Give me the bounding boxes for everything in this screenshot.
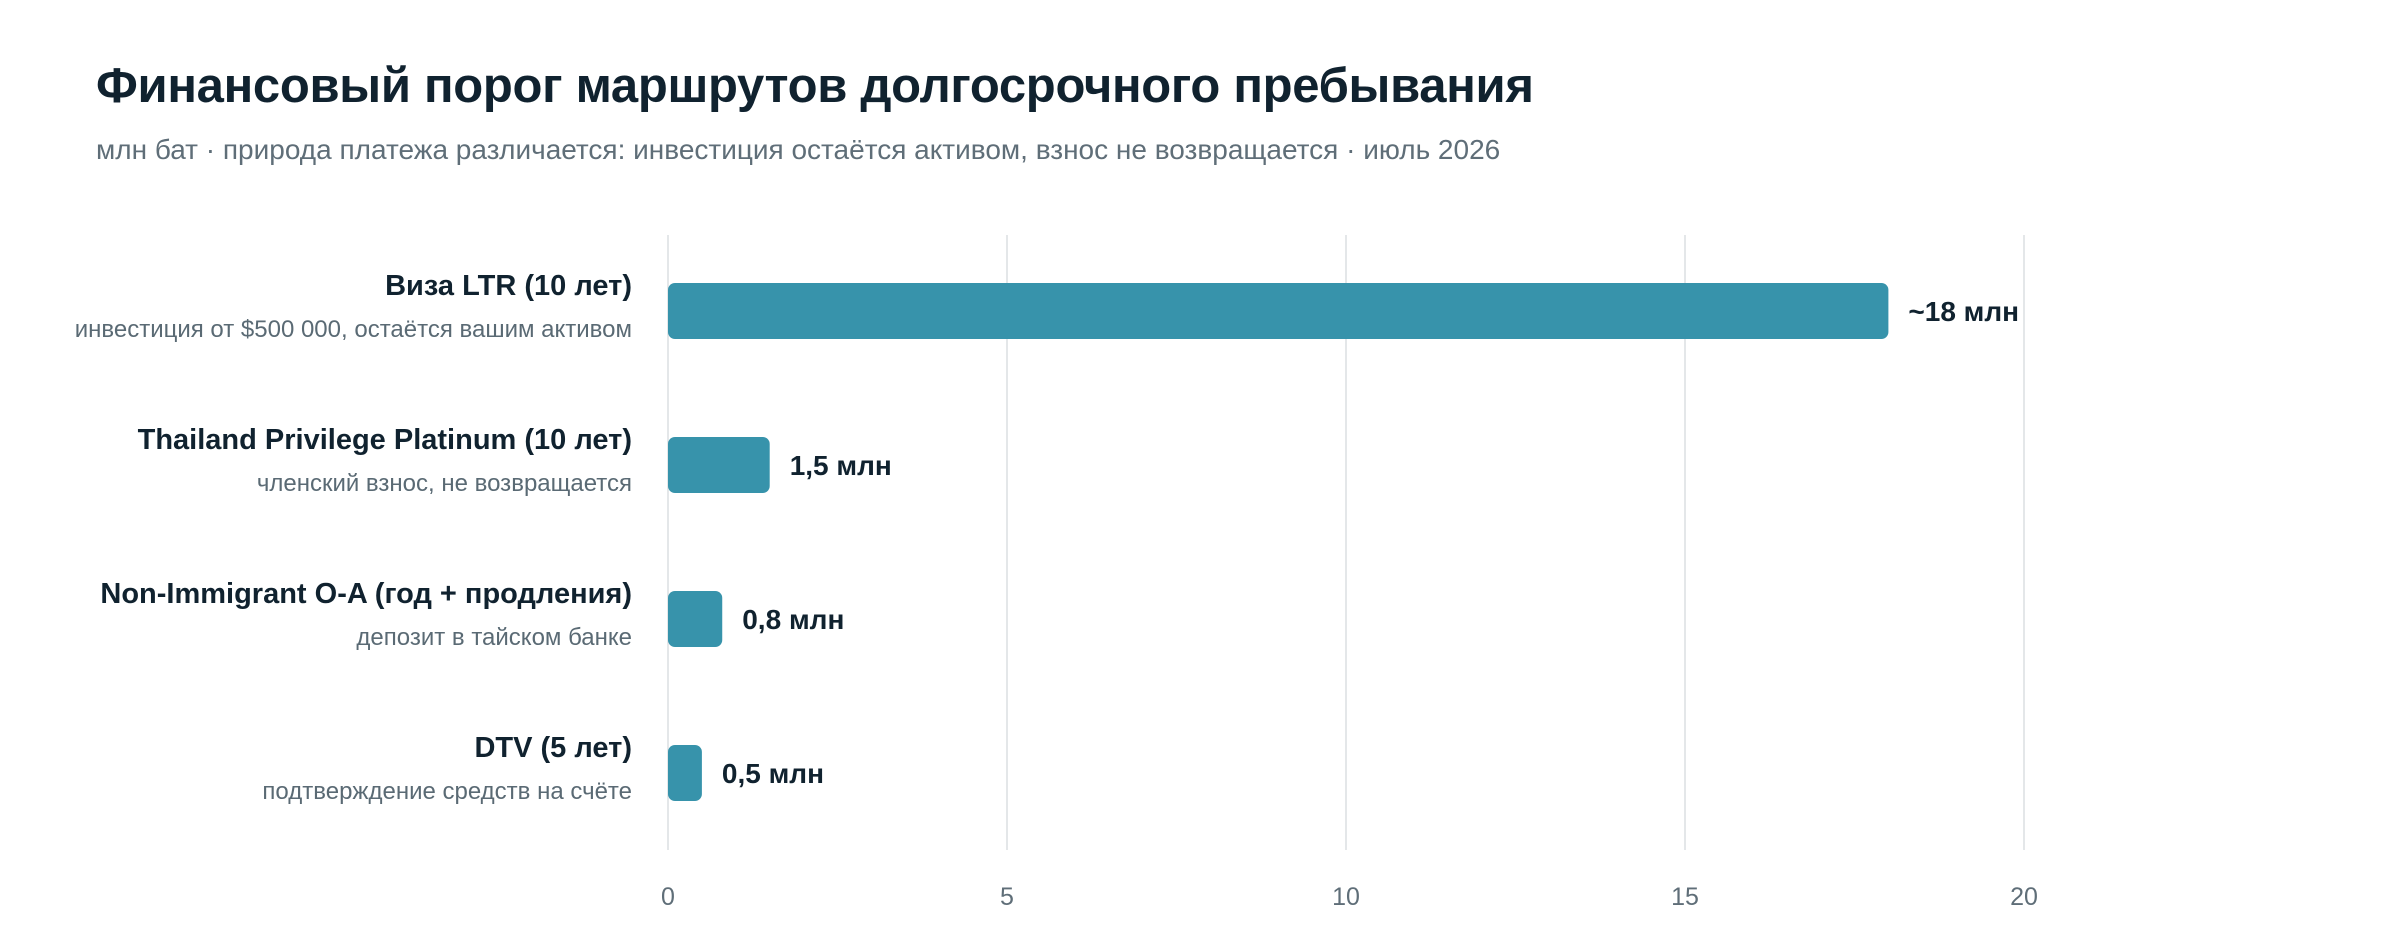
x-tick-label: 0 — [661, 883, 675, 911]
value-label: 1,5 млн — [790, 450, 892, 481]
bar — [668, 437, 770, 493]
x-tick-label: 10 — [1332, 883, 1360, 911]
value-label: 0,5 млн — [722, 758, 824, 789]
x-axis-ticks: 0 5 10 15 20 — [661, 883, 2038, 911]
bars — [668, 283, 1889, 801]
bar — [668, 283, 1889, 339]
chart-title: Финансовый порог маршрутов долгосрочного… — [96, 59, 1534, 113]
x-tick-label: 5 — [1000, 883, 1014, 911]
x-tick-label: 20 — [2010, 883, 2038, 911]
value-labels: ~18 млн 1,5 млн 0,8 млн 0,5 млн — [722, 296, 2019, 789]
value-label: 0,8 млн — [742, 604, 844, 635]
bar — [668, 591, 723, 647]
category-label: Thailand Privilege Platinum (10 лет) — [138, 424, 632, 456]
category-labels: Виза LTR (10 лет) инвестиция от $500 000,… — [75, 270, 632, 805]
chart-subtitle: млн бат · природа платежа различается: и… — [96, 134, 1501, 165]
category-label: DTV (5 лет) — [474, 732, 632, 764]
category-note: подтверждение средств на счёте — [262, 778, 632, 805]
category-label: Non-Immigrant O-A (год + продления) — [100, 578, 632, 610]
bar — [668, 745, 702, 801]
category-label: Виза LTR (10 лет) — [385, 270, 632, 302]
category-note: депозит в тайском банке — [356, 624, 632, 651]
category-note: инвестиция от $500 000, остаётся вашим а… — [75, 316, 632, 343]
category-note: членский взнос, не возвращается — [257, 470, 632, 497]
value-label: ~18 млн — [1908, 296, 2019, 327]
x-tick-label: 15 — [1671, 883, 1699, 911]
